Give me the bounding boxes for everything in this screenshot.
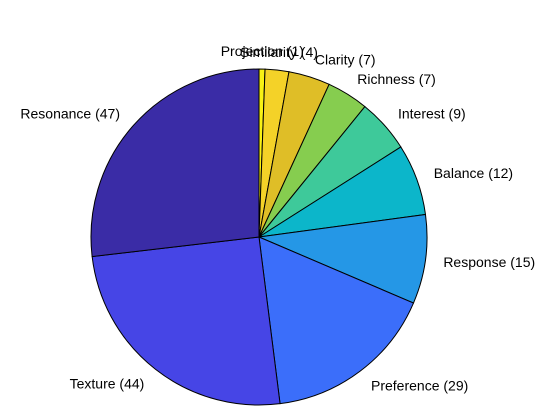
- pie-label-clarity: Clarity (7): [315, 52, 376, 68]
- pie-label-projection: Projection (1): [221, 43, 304, 59]
- pie-slice-resonance: [90, 68, 260, 258]
- pie-label-preference: Preference (29): [371, 377, 468, 393]
- pie-label-texture: Texture (44): [70, 375, 145, 391]
- pie-slice-texture: [91, 236, 281, 406]
- pie-label-resonance: Resonance (47): [20, 105, 120, 121]
- pie-label-response: Response (15): [443, 254, 535, 270]
- pie-slices: [90, 68, 428, 406]
- pie-label-balance: Balance (12): [434, 165, 513, 181]
- pie-labels: Projection (1)Similarity (4)Clarity (7) R…: [20, 43, 535, 393]
- pie-label-interest: Interest (9): [398, 105, 466, 121]
- pie-slice-preference: [258, 236, 415, 405]
- pie-label-similarity: Similarity (4): [240, 44, 318, 60]
- pie-label-richness: Richness (7): [357, 71, 436, 87]
- pie-slice-response: [257, 213, 428, 304]
